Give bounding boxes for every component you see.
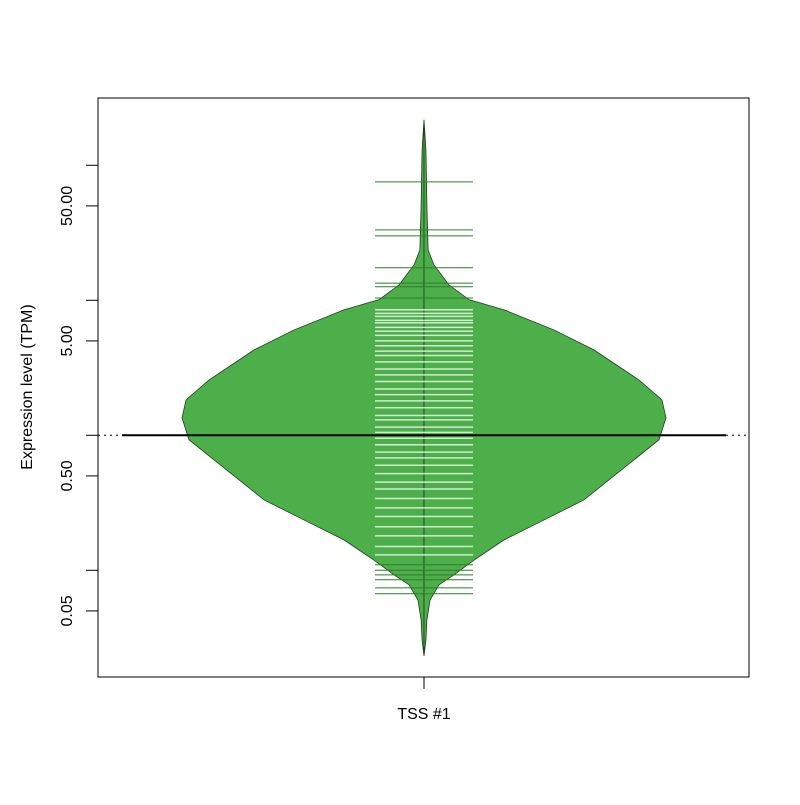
y-tick-label: 0.50 bbox=[59, 460, 76, 491]
x-tick-label: TSS #1 bbox=[397, 706, 450, 723]
bean-half bbox=[181, 119, 425, 656]
y-axis-label: Expression level (TPM) bbox=[19, 304, 36, 469]
y-tick-label: 50.00 bbox=[59, 186, 76, 226]
y-tick-label: 5.00 bbox=[59, 325, 76, 356]
bean-half bbox=[423, 119, 667, 656]
y-tick-label: 0.05 bbox=[59, 595, 76, 626]
